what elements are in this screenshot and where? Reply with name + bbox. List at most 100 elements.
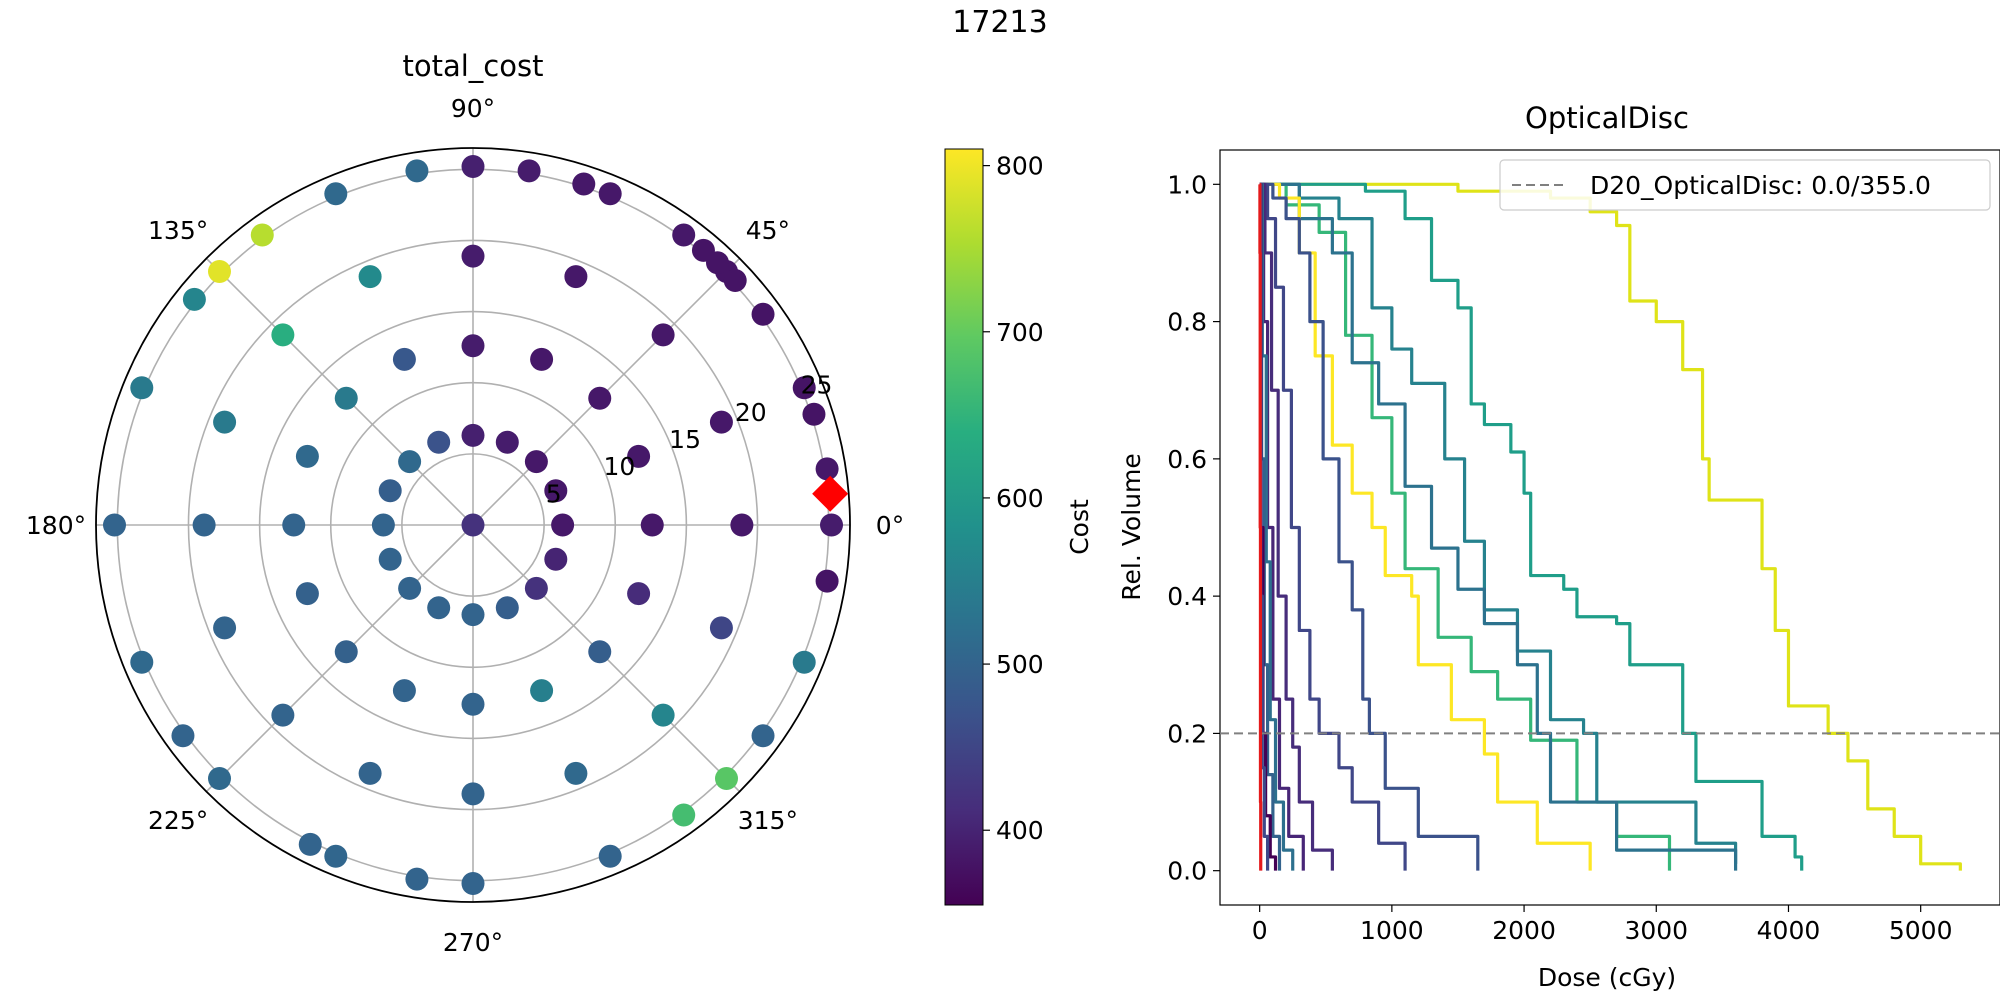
r-tick-label: 15 <box>669 425 701 454</box>
polar-point <box>171 724 195 748</box>
r-tick-label: 10 <box>603 452 635 481</box>
polar-point <box>392 347 416 371</box>
y-tick-label: 0.8 <box>1167 308 1207 337</box>
polar-point <box>398 576 422 600</box>
polar-point <box>723 268 747 292</box>
polar-point <box>709 616 733 640</box>
polar-point <box>598 182 622 206</box>
polar-point <box>551 513 575 537</box>
polar-point <box>544 479 568 503</box>
dvh-series-line <box>1259 182 1804 871</box>
polar-point <box>378 547 402 571</box>
polar-point <box>495 596 519 620</box>
colorbar-gradient <box>944 148 984 906</box>
theta-tick-label: 270° <box>443 928 503 957</box>
polar-point <box>378 479 402 503</box>
series-lines <box>1258 182 1962 871</box>
y-axis-label: Rel. Volume <box>1117 453 1146 600</box>
x-tick-label: 4000 <box>1757 916 1821 945</box>
x-axis-label: Dose (cGy) <box>1538 963 1676 992</box>
polar-point <box>524 450 548 474</box>
polar-chart: total_cost 0° 45° 90° 135° 180° 225° 270° 315° 5… <box>26 49 904 957</box>
polar-point <box>130 376 154 400</box>
polar-points <box>102 154 849 896</box>
polar-point <box>815 457 839 481</box>
colorbar-tick-label: 700 <box>996 318 1044 347</box>
polar-point <box>334 640 358 664</box>
polar-point <box>130 650 154 674</box>
r-tick-label: 5 <box>546 479 562 508</box>
polar-point <box>461 782 485 806</box>
polar-point <box>517 159 541 183</box>
polar-point <box>358 761 382 785</box>
polar-point <box>182 287 206 311</box>
polar-point <box>706 251 730 275</box>
dvh-series-line <box>1259 182 1738 864</box>
polar-point <box>820 513 844 537</box>
polar-point <box>572 172 596 196</box>
plot-area <box>1219 149 2000 906</box>
polar-point <box>461 334 485 358</box>
polar-point <box>640 513 664 537</box>
polar-point <box>282 513 306 537</box>
colorbar-label: Cost <box>1065 499 1094 555</box>
r-tick-label: 25 <box>801 371 833 400</box>
polar-point <box>371 513 395 537</box>
theta-tick-label: 90° <box>451 94 495 123</box>
polar-point <box>524 576 548 600</box>
polar-point <box>461 692 485 716</box>
polar-point <box>588 386 612 410</box>
polar-point <box>295 444 319 468</box>
polar-point <box>461 603 485 627</box>
colorbar: 400 500 600 700 800 Cost <box>944 148 1094 906</box>
colorbar-tick-label: 500 <box>996 650 1044 679</box>
x-tick-label: 0 <box>1252 916 1268 945</box>
colorbar-ticks: 400 500 600 700 800 <box>983 152 1044 845</box>
polar-point <box>213 616 237 640</box>
r-tick-label: 20 <box>735 398 767 427</box>
polar-outer-ring <box>95 147 851 903</box>
polar-point <box>530 347 554 371</box>
legend-box <box>1499 159 1991 211</box>
colorbar-tick-label: 600 <box>996 484 1044 513</box>
polar-point <box>461 244 485 268</box>
polar-point <box>730 513 754 537</box>
polar-point <box>324 844 348 868</box>
polar-point <box>461 513 485 537</box>
polar-point <box>709 410 733 434</box>
polar-point <box>295 582 319 606</box>
polar-point <box>392 679 416 703</box>
dvh-series-line <box>1259 182 1672 871</box>
polar-point <box>627 444 651 468</box>
polar-point <box>461 423 485 447</box>
polar-labels: 0° 45° 90° 135° 180° 225° 270° 315° 5 10 15 20 25 <box>26 94 904 957</box>
dvh-series-line <box>1259 182 1738 871</box>
polar-point <box>815 569 839 593</box>
polar-point <box>792 376 816 400</box>
legend: D20_OpticalDisc: 0.0/355.0 <box>1499 159 1991 211</box>
polar-point <box>715 767 739 791</box>
polar-point <box>544 547 568 571</box>
colorbar-tick-label: 800 <box>996 152 1044 181</box>
y-tick-label: 0.4 <box>1167 582 1207 611</box>
colorbar-tick-label: 400 <box>996 816 1044 845</box>
polar-point <box>405 867 429 891</box>
theta-tick-label: 225° <box>148 806 208 835</box>
polar-point <box>751 302 775 326</box>
polar-point <box>530 679 554 703</box>
polar-point <box>751 724 775 748</box>
polar-point <box>398 450 422 474</box>
polar-point <box>461 872 485 896</box>
x-tick-label: 3000 <box>1624 916 1688 945</box>
polar-point <box>627 582 651 606</box>
dvh-series-line <box>1259 182 1407 871</box>
figure-suptitle: 17213 <box>952 5 1047 40</box>
polar-point <box>564 761 588 785</box>
polar-point <box>250 223 274 247</box>
polar-point <box>564 265 588 289</box>
polar-point <box>598 844 622 868</box>
dvh-series-line <box>1259 182 1962 871</box>
x-tick-label: 1000 <box>1360 916 1424 945</box>
dvh-series-line <box>1258 182 1263 871</box>
